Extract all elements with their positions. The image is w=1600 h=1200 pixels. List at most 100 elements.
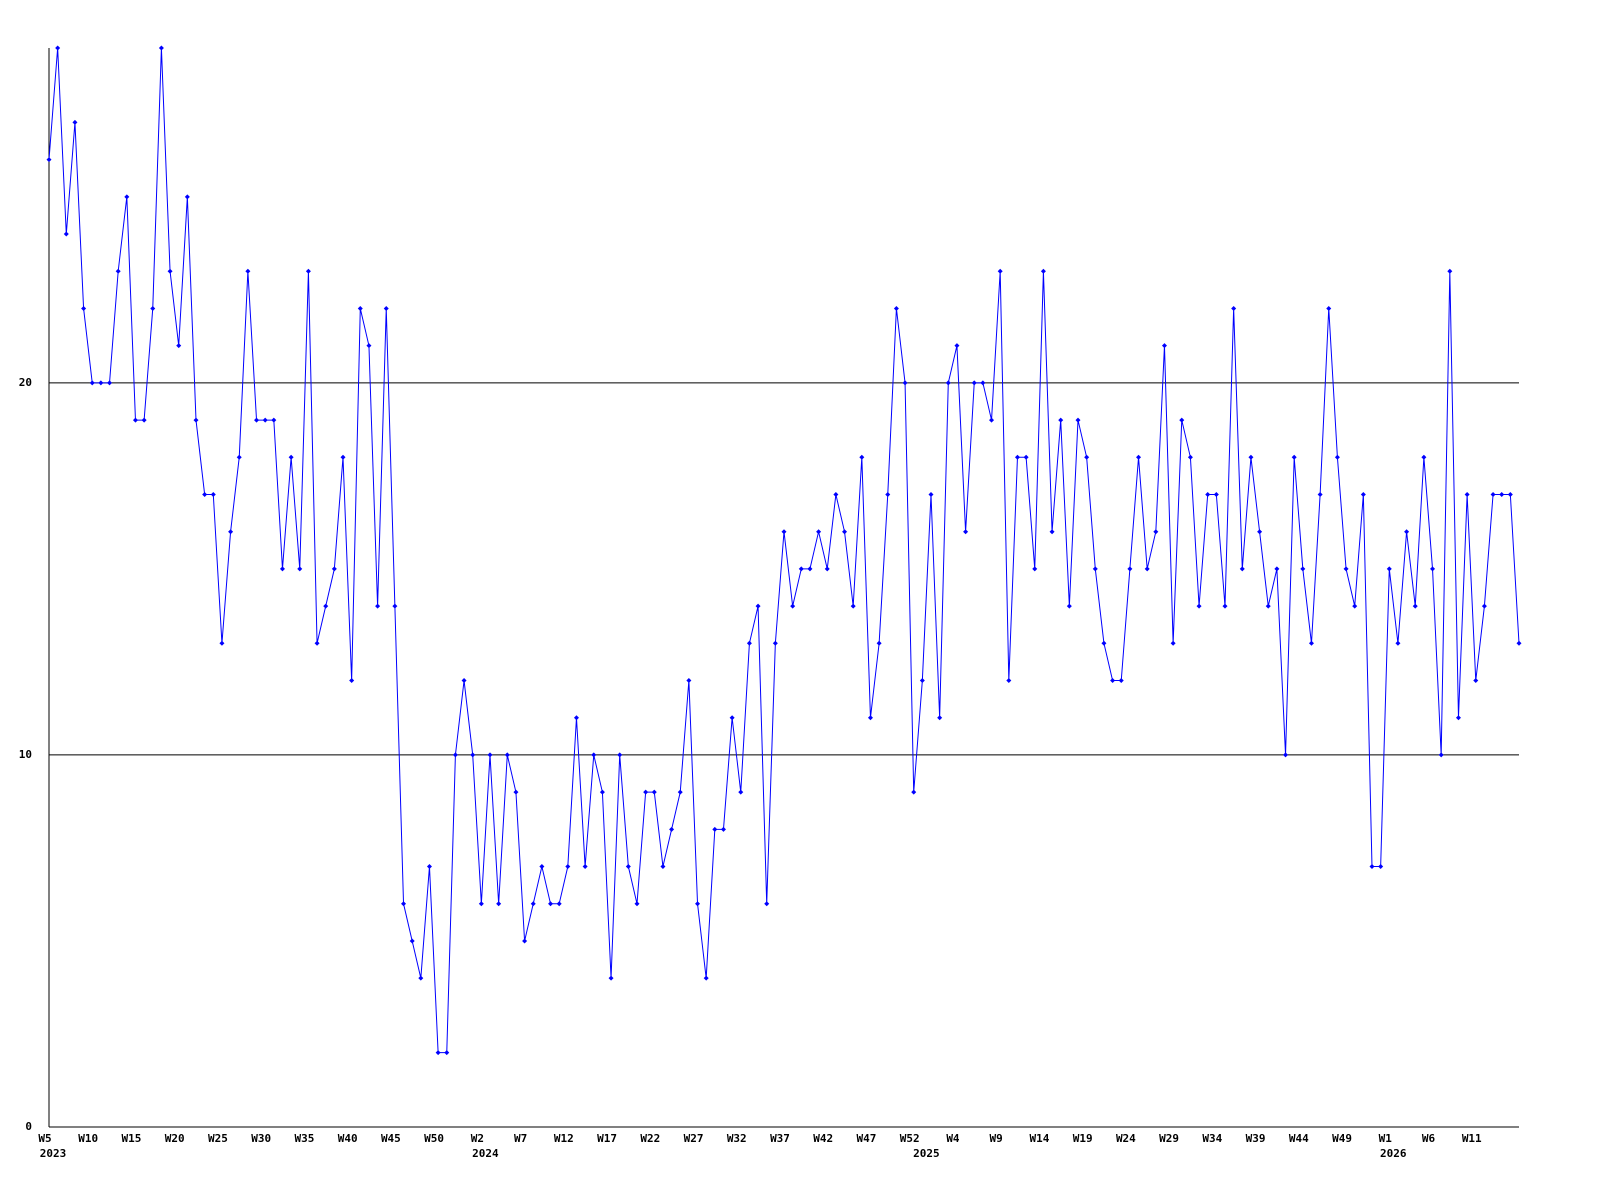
point bbox=[1058, 417, 1064, 423]
x-tick-label: W14 bbox=[1029, 1132, 1049, 1145]
point bbox=[677, 789, 683, 795]
point bbox=[1187, 454, 1193, 460]
point bbox=[184, 194, 190, 200]
point bbox=[1274, 566, 1280, 572]
point bbox=[945, 380, 951, 386]
point bbox=[1092, 566, 1098, 572]
point bbox=[885, 491, 891, 497]
point bbox=[478, 901, 484, 907]
x-tick-label: W19 bbox=[1073, 1132, 1093, 1145]
point bbox=[504, 752, 510, 758]
point bbox=[548, 901, 554, 907]
point bbox=[954, 343, 960, 349]
point bbox=[556, 901, 562, 907]
point bbox=[1412, 603, 1418, 609]
point bbox=[1326, 305, 1332, 311]
x-tick-label: W34 bbox=[1202, 1132, 1222, 1145]
point bbox=[1499, 491, 1505, 497]
x-tick-label: W7 bbox=[514, 1132, 527, 1145]
x-tick-label: W1 bbox=[1379, 1132, 1393, 1145]
point bbox=[617, 752, 623, 758]
point bbox=[919, 678, 925, 684]
point bbox=[850, 603, 856, 609]
y-tick-label: 10 bbox=[19, 748, 32, 761]
x-tick-label: W15 bbox=[122, 1132, 142, 1145]
point bbox=[1283, 752, 1289, 758]
point bbox=[323, 603, 329, 609]
x-tick-label: W24 bbox=[1116, 1132, 1136, 1145]
point bbox=[219, 640, 225, 646]
point bbox=[1473, 678, 1479, 684]
point bbox=[72, 119, 78, 125]
point bbox=[193, 417, 199, 423]
point bbox=[1369, 864, 1375, 870]
point bbox=[876, 640, 882, 646]
point bbox=[366, 343, 372, 349]
x-tick-label: W37 bbox=[770, 1132, 790, 1145]
x-tick-label: W45 bbox=[381, 1132, 401, 1145]
point bbox=[1170, 640, 1176, 646]
point bbox=[729, 715, 735, 721]
x-tick-label: W52 bbox=[900, 1132, 920, 1145]
point bbox=[738, 789, 744, 795]
x-tick-label: W11 bbox=[1462, 1132, 1482, 1145]
x-tick-label: W6 bbox=[1422, 1132, 1436, 1145]
point bbox=[893, 305, 899, 311]
point bbox=[426, 864, 432, 870]
point bbox=[228, 529, 234, 535]
point bbox=[1334, 454, 1340, 460]
point bbox=[262, 417, 268, 423]
point bbox=[1153, 529, 1159, 535]
point bbox=[530, 901, 536, 907]
point bbox=[409, 938, 415, 944]
point bbox=[937, 715, 943, 721]
x-tick-label: W35 bbox=[294, 1132, 314, 1145]
x-tick-label: W49 bbox=[1332, 1132, 1352, 1145]
point bbox=[1161, 343, 1167, 349]
point bbox=[1179, 417, 1185, 423]
point bbox=[772, 640, 778, 646]
point bbox=[98, 380, 104, 386]
point bbox=[522, 938, 528, 944]
point bbox=[132, 417, 138, 423]
point bbox=[487, 752, 493, 758]
point bbox=[340, 454, 346, 460]
point bbox=[686, 678, 692, 684]
point bbox=[1006, 678, 1012, 684]
point bbox=[625, 864, 631, 870]
point bbox=[297, 566, 303, 572]
point bbox=[55, 45, 61, 51]
point bbox=[1481, 603, 1487, 609]
x-tick-label: W9 bbox=[990, 1132, 1003, 1145]
x-year-label: 2026 bbox=[1380, 1147, 1407, 1160]
point bbox=[1464, 491, 1470, 497]
y-tick-label: 0 bbox=[25, 1120, 32, 1133]
point bbox=[1395, 640, 1401, 646]
point bbox=[1205, 491, 1211, 497]
point bbox=[989, 417, 995, 423]
point bbox=[643, 789, 649, 795]
point bbox=[305, 268, 311, 274]
point bbox=[781, 529, 787, 535]
point bbox=[63, 231, 69, 237]
x-tick-label: W4 bbox=[946, 1132, 960, 1145]
point bbox=[1127, 566, 1133, 572]
point bbox=[1110, 678, 1116, 684]
point bbox=[1075, 417, 1081, 423]
point bbox=[444, 1050, 450, 1056]
point bbox=[963, 529, 969, 535]
x-tick-label: W47 bbox=[857, 1132, 877, 1145]
point bbox=[1222, 603, 1228, 609]
point bbox=[254, 417, 260, 423]
x-tick-label: W42 bbox=[813, 1132, 833, 1145]
point bbox=[928, 491, 934, 497]
point bbox=[703, 975, 709, 981]
point bbox=[1455, 715, 1461, 721]
point bbox=[1421, 454, 1427, 460]
point bbox=[461, 678, 467, 684]
point bbox=[720, 826, 726, 832]
x-year-label: 2025 bbox=[913, 1147, 940, 1160]
point bbox=[1291, 454, 1297, 460]
point bbox=[971, 380, 977, 386]
point bbox=[1196, 603, 1202, 609]
